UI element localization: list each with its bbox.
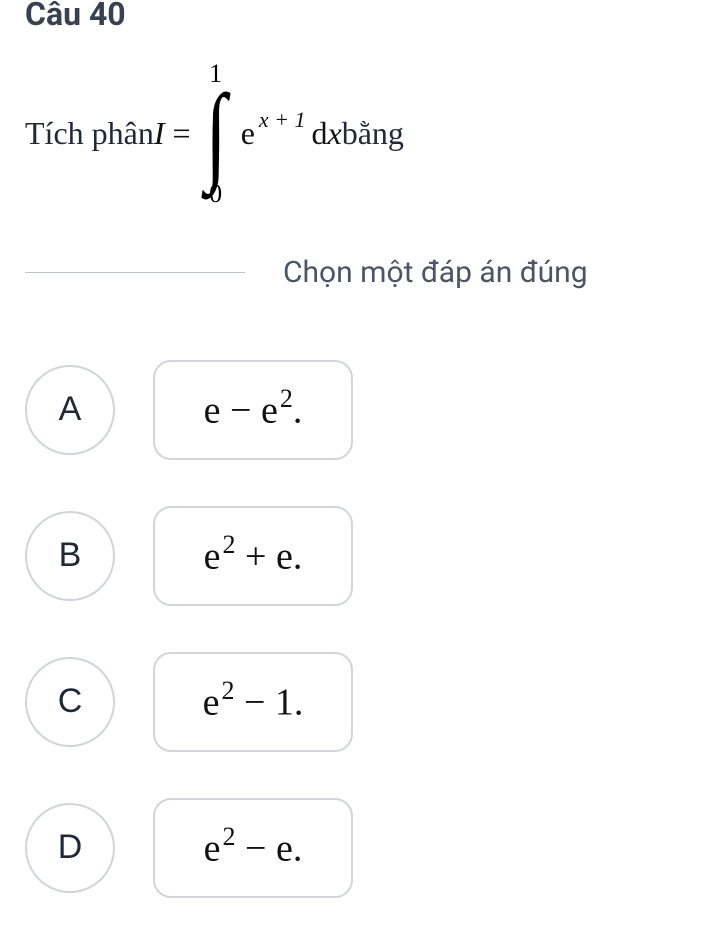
option-row: B e2 + e.: [25, 506, 676, 606]
integrand-exp-rest: + 1: [274, 107, 305, 132]
integral-symbol: 1 ∫ 0: [201, 61, 231, 207]
option-row: D e2 − e.: [25, 798, 676, 898]
dx-d: d: [312, 115, 328, 152]
option-math-b: e2 + e.: [204, 532, 303, 579]
option-circle-d[interactable]: D: [25, 803, 115, 893]
question-body: Tích phân I = 1 ∫ 0 e x + 1 d x bằng: [25, 61, 676, 207]
option-answer-a[interactable]: e − e2.: [153, 360, 353, 460]
option-math-c: e2 − 1.: [203, 678, 304, 725]
option-answer-d[interactable]: e2 − e.: [153, 798, 353, 898]
question-suffix: bằng: [342, 115, 404, 152]
option-math-a: e − e2.: [204, 386, 303, 433]
integrand-exp-var: x: [259, 107, 269, 132]
var-I: I: [154, 115, 165, 151]
option-circle-a[interactable]: A: [25, 365, 115, 455]
integral-var: I =: [154, 115, 191, 152]
option-answer-c[interactable]: e2 − 1.: [153, 652, 353, 752]
option-row: A e − e2.: [25, 360, 676, 460]
option-row: C e2 − 1.: [25, 652, 676, 752]
dx-x: x: [328, 115, 342, 152]
prompt-row: Chọn một đáp án đúng: [25, 255, 676, 290]
prompt-text: Chọn một đáp án đúng: [283, 255, 588, 290]
integrand: e x + 1 d x: [241, 115, 342, 152]
question-page: Câu 40 Tích phân I = 1 ∫ 0 e x + 1 d x b…: [0, 0, 701, 898]
question-prefix: Tích phân: [25, 115, 154, 152]
integrand-base: e: [241, 115, 255, 152]
question-number: Câu 40: [25, 0, 676, 33]
option-circle-b[interactable]: B: [25, 511, 115, 601]
option-circle-c[interactable]: C: [25, 657, 115, 747]
option-answer-b[interactable]: e2 + e.: [153, 506, 353, 606]
equals-sign: =: [173, 115, 191, 151]
divider: [25, 272, 245, 273]
option-math-d: e2 − e.: [204, 824, 303, 871]
options-list: A e − e2. B e2 + e. C e2 − 1. D e2 − e.: [25, 360, 676, 898]
integral-sign: ∫: [205, 87, 226, 181]
